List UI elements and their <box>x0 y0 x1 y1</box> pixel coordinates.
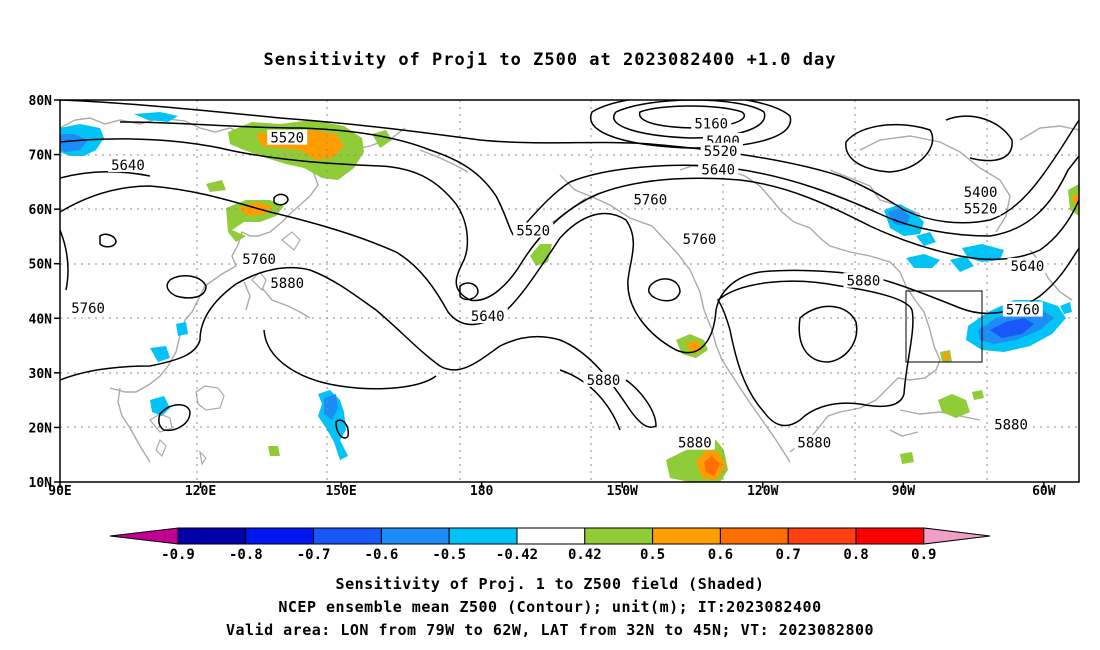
contour-label: 5520 <box>270 131 304 147</box>
contour-label-bg <box>68 299 109 315</box>
contour-label: 5760 <box>1006 303 1040 319</box>
contour-label: 5880 <box>678 436 712 452</box>
lon-tick-label: 90W <box>892 484 916 499</box>
valid-area-box <box>905 290 983 363</box>
z500-contours <box>60 100 1079 439</box>
lat-tick-label: 40N <box>29 312 53 327</box>
contour-label-bg <box>513 222 554 238</box>
contour-label: 5640 <box>1011 259 1045 275</box>
contour-label: 5520 <box>964 202 998 218</box>
lon-tick-label: 120E <box>185 484 216 499</box>
colorbar-high-end <box>923 527 991 545</box>
contour-label: 5640 <box>471 309 505 325</box>
colorbar-segment <box>313 527 382 545</box>
lat-tick-label: 60N <box>29 203 53 218</box>
contour-label: 5880 <box>587 373 621 389</box>
lon-tick-label: 60W <box>1032 484 1056 499</box>
colorbar-label: -0.42 <box>496 547 538 563</box>
lon-tick-label: 150W <box>607 484 638 499</box>
contour-label-bg <box>843 272 884 288</box>
footer-contour-caption: NCEP ensemble mean Z500 (Contour); unit(… <box>278 598 822 616</box>
contour-label-bg <box>107 156 148 172</box>
contour-label-bg <box>991 416 1032 432</box>
colorbar: -0.9 -0.8 -0.7 -0.6 -0.5 -0.42 0.42 0.5 0.6 0.7 0.… <box>109 527 991 563</box>
contour-label: 5520 <box>704 144 738 160</box>
contour-label: 5160 <box>694 116 728 132</box>
contour-label: 5760 <box>683 232 717 248</box>
lon-tick-label: 180 <box>470 484 494 499</box>
colorbar-segment <box>719 527 789 545</box>
contour-label-bg <box>467 308 508 324</box>
lon-tick-label: 150E <box>325 484 356 499</box>
contour-label-bg <box>1007 257 1048 273</box>
contour-label: 5880 <box>797 436 831 452</box>
colorbar-label: -0.8 <box>229 547 263 563</box>
colorbar-segment <box>787 527 857 545</box>
lat-tick-label: 30N <box>29 367 53 382</box>
lat-tick-label: 50N <box>29 258 53 273</box>
contour-label: 5520 <box>516 223 550 239</box>
island-outlines <box>149 231 301 466</box>
contour-labels: 5160540055205640576057605520564055205640… <box>68 115 1048 452</box>
contour-label-bg <box>583 371 624 387</box>
colorbar-segment <box>448 527 518 545</box>
lat-tick-label: 20N <box>29 421 53 436</box>
colorbar-label: 0.8 <box>843 547 868 563</box>
contour-label-bg <box>267 129 308 145</box>
footer-shading-caption: Sensitivity of Proj. 1 to Z500 field (Sh… <box>335 575 765 593</box>
lat-tick-label: 80N <box>29 94 53 109</box>
colorbar-label: 0.42 <box>568 547 602 563</box>
lat-tick-label: 70N <box>29 149 53 164</box>
contour-label-bg <box>794 434 835 450</box>
colorbar-label: -0.5 <box>432 547 466 563</box>
lat-tick-label: 10N <box>29 476 53 491</box>
grid-lines <box>60 100 1079 482</box>
colorbar-segment <box>855 527 925 545</box>
contour-label: 5400 <box>964 185 998 201</box>
contour-label-bg <box>700 142 741 158</box>
contour-label-bg <box>267 274 308 290</box>
contour-label-bg <box>679 231 720 247</box>
contour-label-bg <box>1002 301 1043 317</box>
colorbar-segment <box>245 527 315 545</box>
contour-label: 5880 <box>847 274 881 290</box>
contour-label: 5640 <box>111 158 145 174</box>
plot-title: Sensitivity of Proj1 to Z500 at 20230824… <box>263 50 837 70</box>
contour-label-bg <box>239 250 280 266</box>
colorbar-segment <box>652 527 721 545</box>
longitude-axis: 90E 120E 150E 180 150W 120W 90W 60W <box>48 482 1056 499</box>
contour-label-bg <box>691 115 732 131</box>
contour-label: 5880 <box>270 276 304 292</box>
colorbar-label: 0.9 <box>911 547 936 563</box>
footer-valid-area-caption: Valid area: LON from 79W to 62W, LAT fro… <box>225 621 875 639</box>
contour-label: 5880 <box>994 418 1028 434</box>
contour-label-bg <box>698 161 739 177</box>
latitude-axis: 80N 70N 60N 50N 40N 30N 20N 10N <box>29 94 60 491</box>
colorbar-segment <box>584 527 654 545</box>
map-frame <box>59 99 1080 483</box>
contour-label-bg <box>674 434 715 450</box>
colorbar-label: 0.7 <box>776 547 801 563</box>
contour-label: 5640 <box>701 162 735 178</box>
lon-tick-label: 90E <box>48 484 71 499</box>
contour-label-bg <box>960 200 1001 216</box>
colorbar-label: 0.6 <box>708 547 733 563</box>
colorbar-segment <box>516 527 586 545</box>
contour-label: 5760 <box>242 252 276 268</box>
contour-label-bg <box>960 184 1001 200</box>
contour-label: 5760 <box>633 192 667 208</box>
lon-tick-label: 120W <box>747 484 778 499</box>
colorbar-label: 0.5 <box>640 547 665 563</box>
colorbar-label: -0.7 <box>297 547 331 563</box>
contour-label: 5760 <box>71 301 105 317</box>
colorbar-label: -0.9 <box>161 547 195 563</box>
contour-label-bg <box>630 191 671 207</box>
colorbar-segment <box>380 527 450 545</box>
colorbar-segment <box>177 527 247 545</box>
colorbar-label: -0.6 <box>365 547 399 563</box>
colorbar-low-end <box>109 527 179 545</box>
